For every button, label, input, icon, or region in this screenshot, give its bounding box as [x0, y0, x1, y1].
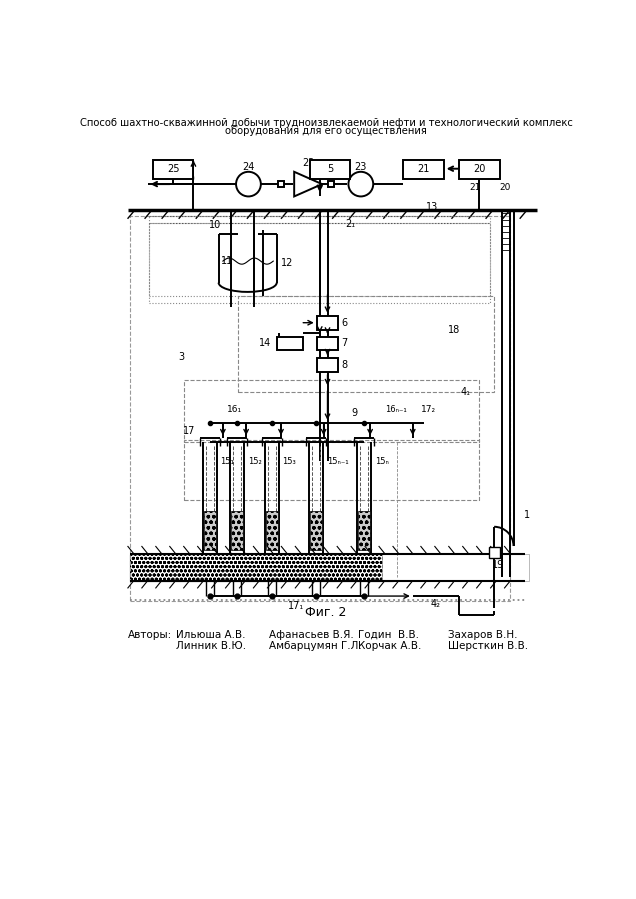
Bar — [265, 512, 278, 550]
Text: 16₁: 16₁ — [227, 405, 242, 414]
Text: Линник В.Ю.: Линник В.Ю. — [176, 641, 247, 651]
Text: 19: 19 — [492, 560, 504, 570]
Text: 16ₙ₋₁: 16ₙ₋₁ — [385, 405, 406, 414]
Bar — [149, 223, 490, 304]
Bar — [278, 181, 284, 187]
Text: 21: 21 — [469, 183, 480, 192]
Bar — [130, 216, 509, 601]
Text: 10: 10 — [209, 220, 221, 230]
Text: 3: 3 — [179, 352, 185, 362]
Text: Авторы:: Авторы: — [128, 629, 172, 639]
Bar — [204, 512, 216, 550]
Text: Захаров В.Н.: Захаров В.Н. — [448, 629, 517, 639]
Text: 14: 14 — [259, 339, 272, 349]
Bar — [317, 316, 338, 330]
Text: Афанасьев В.Я.: Афанасьев В.Я. — [270, 629, 354, 639]
Text: 11: 11 — [221, 256, 233, 266]
Text: 17₁: 17₁ — [288, 601, 305, 611]
Bar — [184, 380, 479, 442]
Text: 13: 13 — [426, 202, 438, 212]
Text: 6: 6 — [342, 317, 348, 328]
Bar — [357, 512, 370, 550]
Bar — [403, 160, 444, 179]
Bar — [328, 181, 334, 187]
Text: 17₂: 17₂ — [420, 405, 436, 414]
Bar — [459, 160, 499, 179]
Text: 18: 18 — [448, 325, 460, 335]
Text: 21: 21 — [417, 164, 430, 174]
Text: Амбарцумян Г.Л.: Амбарцумян Г.Л. — [270, 641, 362, 651]
Text: 15ₙ: 15ₙ — [375, 457, 389, 466]
Bar — [130, 554, 394, 581]
Text: 4₁: 4₁ — [460, 387, 471, 397]
Text: 1: 1 — [523, 511, 530, 521]
Text: 22: 22 — [302, 157, 314, 167]
Bar — [382, 554, 529, 581]
Text: 8: 8 — [342, 360, 348, 370]
Bar — [310, 512, 322, 550]
Bar — [238, 296, 494, 392]
Bar — [153, 160, 193, 179]
Text: 5: 5 — [327, 164, 333, 174]
Text: 2₁: 2₁ — [346, 219, 356, 229]
Bar — [317, 358, 338, 372]
Text: 20: 20 — [473, 164, 486, 174]
Bar — [277, 336, 303, 351]
Polygon shape — [294, 172, 322, 196]
Text: 24: 24 — [242, 162, 254, 173]
Bar — [149, 216, 490, 296]
Text: 7: 7 — [342, 339, 348, 349]
Bar — [184, 440, 479, 500]
Text: 15₂: 15₂ — [247, 457, 261, 466]
Text: 4₂: 4₂ — [431, 599, 441, 609]
Text: Способ шахтно-скважинной добычи трудноизвлекаемой нефти и технологический компле: Способ шахтно-скважинной добычи трудноиз… — [80, 118, 572, 128]
Bar — [310, 160, 350, 179]
Text: 9: 9 — [352, 408, 357, 418]
Text: 20: 20 — [499, 183, 511, 192]
Text: 25: 25 — [167, 164, 179, 174]
Text: 12: 12 — [281, 258, 293, 268]
Text: Годин  В.В.: Годин В.В. — [359, 629, 420, 639]
Text: оборудования для его осуществления: оборудования для его осуществления — [225, 126, 427, 136]
Circle shape — [349, 172, 373, 196]
Text: Ильюша А.В.: Ильюша А.В. — [176, 629, 246, 639]
Text: Шерсткин В.В.: Шерсткин В.В. — [448, 641, 528, 651]
Text: 23: 23 — [355, 162, 367, 173]
Text: 15₁: 15₁ — [221, 457, 235, 466]
Bar — [488, 547, 499, 557]
Circle shape — [236, 172, 261, 196]
Text: 15₃: 15₃ — [282, 457, 296, 466]
Text: 17: 17 — [183, 425, 196, 435]
Text: Корчак А.В.: Корчак А.В. — [359, 641, 422, 651]
Bar — [231, 512, 243, 550]
Text: Фиг. 2: Фиг. 2 — [305, 607, 347, 619]
Text: 15ₙ₋₁: 15ₙ₋₁ — [327, 457, 349, 466]
Bar — [317, 336, 338, 351]
